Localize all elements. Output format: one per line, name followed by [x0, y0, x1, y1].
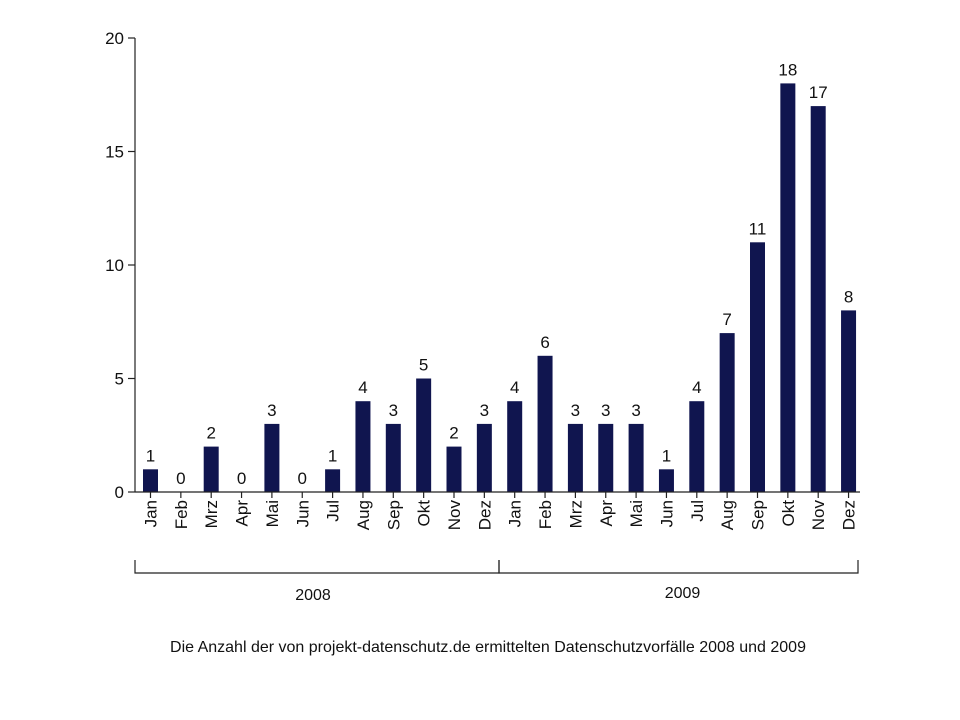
bar [476, 423, 492, 492]
y-axis: 0 5 10 15 20 [105, 29, 136, 502]
bar [203, 446, 219, 492]
value-label: 3 [389, 401, 398, 420]
x-tick-label: Dez [475, 500, 494, 530]
y-tick-label: 5 [115, 370, 124, 389]
bar [416, 378, 432, 492]
bar [264, 423, 280, 492]
value-label: 2 [449, 424, 458, 443]
y-tick-label: 0 [115, 483, 124, 502]
year-group: 2008 [134, 560, 500, 604]
x-tick-label: Aug [718, 500, 737, 530]
bar [810, 106, 826, 492]
x-tick-label: Okt [415, 500, 434, 527]
value-label: 0 [298, 469, 307, 488]
value-label: 6 [540, 333, 549, 352]
bars [143, 83, 857, 493]
value-label: 4 [358, 378, 367, 397]
value-label: 5 [419, 356, 428, 375]
value-label: 1 [662, 446, 671, 465]
x-tick-label: Nov [809, 500, 828, 531]
bar [567, 423, 583, 492]
x-tick-label: Mrz [202, 500, 221, 528]
x-tick-label: Sep [384, 500, 403, 530]
chart-caption: Die Anzahl der von projekt-datenschutz.d… [170, 639, 806, 656]
value-label: 7 [722, 310, 731, 329]
x-tick-label: Okt [779, 500, 798, 527]
value-label: 11 [749, 219, 767, 238]
bar [658, 469, 674, 492]
bar [628, 423, 644, 492]
value-label: 3 [267, 401, 276, 420]
year-bracket [134, 560, 500, 574]
value-labels: 1 0 2 0 3 0 1 4 3 5 2 3 4 6 3 3 3 1 4 7 11 18 17 8 [146, 60, 854, 488]
y-tick-label: 10 [105, 256, 124, 275]
x-tick-label: Feb [172, 500, 191, 529]
x-tick-label: Apr [597, 500, 616, 527]
bar [719, 333, 735, 492]
x-tick-label: Aug [354, 500, 373, 530]
x-tick-label: Jun [657, 500, 676, 527]
y-tick-label: 20 [105, 29, 124, 48]
value-label: 0 [237, 469, 246, 488]
bar [750, 242, 765, 492]
value-label: 1 [328, 446, 337, 465]
x-tick-label: Jul [324, 500, 343, 522]
x-tick-label: Jan [506, 500, 525, 527]
value-label: 17 [809, 83, 828, 102]
x-tick-label: Jul [688, 500, 707, 522]
bar [143, 469, 158, 492]
value-label: 0 [176, 469, 185, 488]
x-tick-label: Mrz [566, 500, 585, 528]
bar [598, 423, 614, 492]
value-label: 18 [778, 60, 797, 79]
x-tick-label: Jan [142, 500, 161, 527]
year-label: 2009 [665, 585, 701, 602]
bar [355, 401, 371, 492]
x-tick-label: Dez [840, 500, 859, 530]
x-tick-label: Sep [749, 500, 768, 530]
year-group: 2009 [498, 560, 859, 602]
year-bracket [498, 560, 859, 574]
bar [689, 401, 705, 492]
bar [537, 355, 553, 492]
value-label: 3 [571, 401, 580, 420]
year-label: 2008 [295, 587, 331, 604]
bar [780, 83, 796, 493]
value-label: 8 [844, 287, 853, 306]
x-tick-label: Jun [293, 500, 312, 527]
x-tick-label: Mai [627, 500, 646, 527]
value-label: 4 [692, 378, 701, 397]
y-tick-label: 15 [105, 143, 124, 162]
year-groups: 2008 2009 [134, 560, 859, 604]
value-label: 3 [601, 401, 610, 420]
x-tick-label: Apr [233, 500, 252, 527]
x-tick-label: Nov [445, 500, 464, 531]
bar [325, 469, 341, 492]
value-label: 3 [631, 401, 640, 420]
x-tick-label: Feb [536, 500, 555, 529]
value-label: 4 [510, 378, 519, 397]
bar [446, 446, 462, 492]
value-label: 1 [146, 446, 155, 465]
value-label: 3 [480, 401, 489, 420]
bar [841, 310, 857, 492]
bar [385, 423, 401, 492]
value-label: 2 [206, 424, 215, 443]
x-axis: Jan Feb Mrz Apr Mai Jun Jul Aug Sep Okt Nov Dez Jan F… [135, 491, 860, 531]
x-tick-label: Mai [263, 500, 282, 527]
bar [507, 401, 523, 492]
